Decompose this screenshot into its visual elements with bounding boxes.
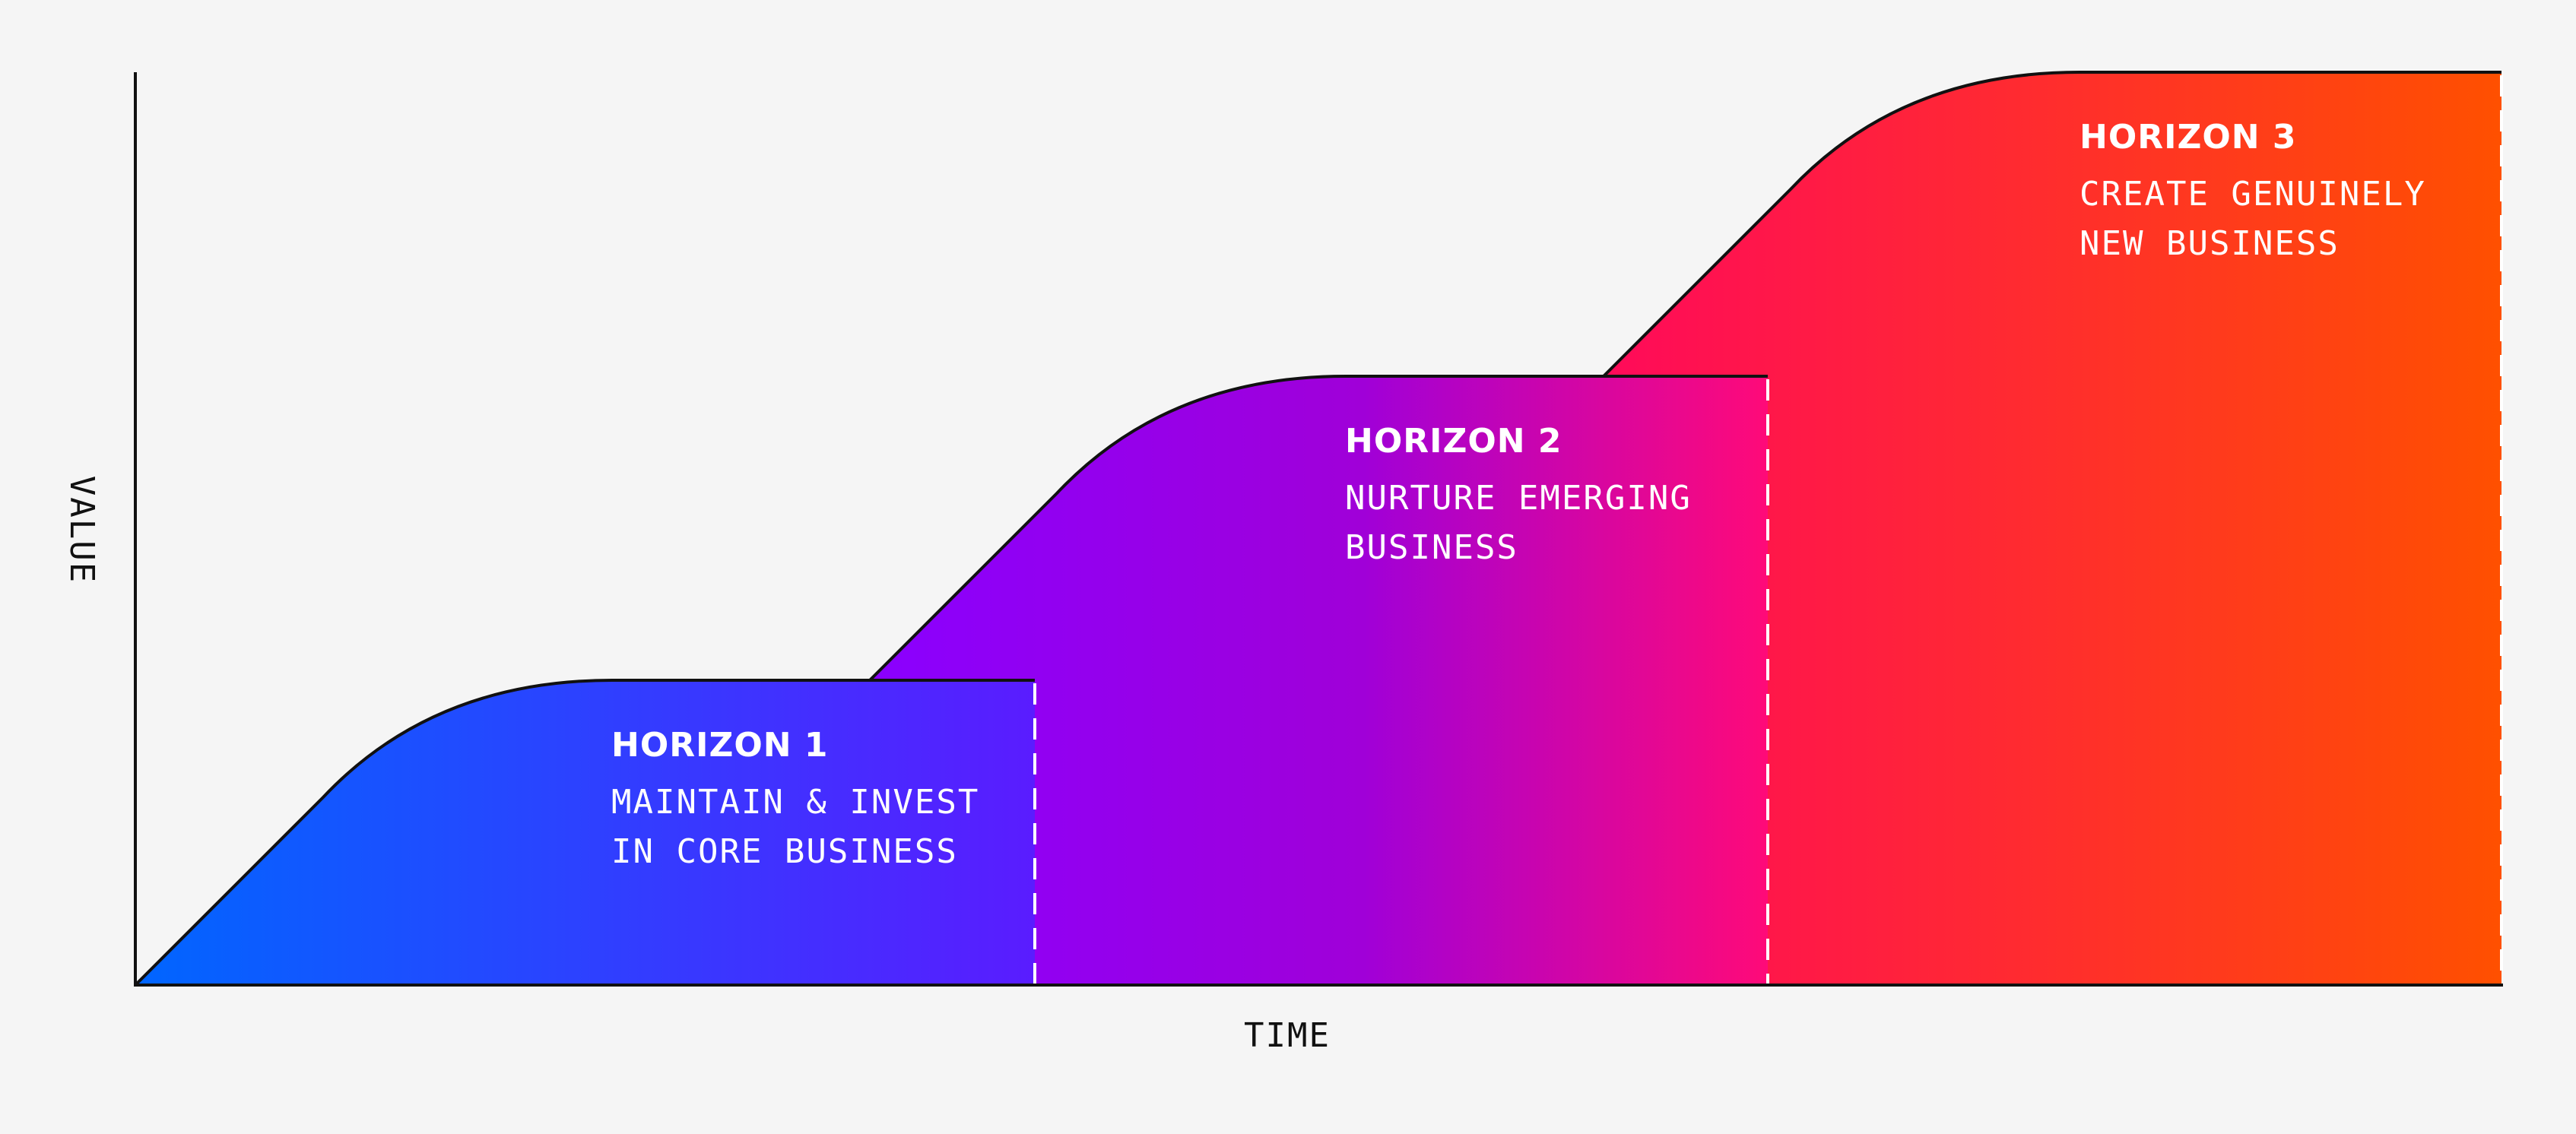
- horizon-1-area: [135, 680, 1035, 985]
- horizon-3-desc-line-2: NEW BUSINESS: [2080, 224, 2340, 263]
- x-axis-label: TIME: [1244, 1016, 1331, 1055]
- horizon-1-outline: [134, 679, 1035, 987]
- horizon-2-title: HORIZON 2: [1345, 422, 1562, 461]
- horizon-1-title: HORIZON 1: [611, 726, 829, 765]
- horizon-3-area: [1603, 72, 2501, 985]
- y-axis-label: VALUE: [62, 476, 101, 584]
- horizon-2-desc-line-1: NURTURE EMERGING: [1345, 479, 1692, 518]
- horizon-3-desc-line-1: CREATE GENUINELY: [2080, 175, 2426, 214]
- horizon-3-outline: [1601, 71, 2501, 379]
- horizon-3-title: HORIZON 3: [2080, 118, 2297, 157]
- horizon-1-desc-line-2: IN CORE BUSINESS: [611, 832, 958, 871]
- horizon-1-desc-line-1: MAINTAIN & INVEST: [611, 783, 979, 822]
- horizon-2-desc-line-2: BUSINESS: [1345, 528, 1518, 567]
- horizon-2-area: [869, 376, 1768, 985]
- horizon-2-outline: [868, 375, 1768, 683]
